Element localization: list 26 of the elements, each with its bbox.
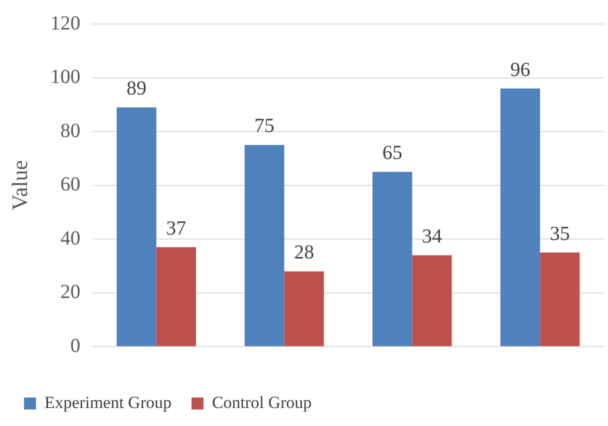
data-label: 65: [382, 142, 402, 164]
y-tick-label: 100: [50, 66, 80, 88]
data-label: 37: [166, 217, 186, 240]
y-tick-label: 80: [60, 120, 80, 142]
data-label: 96: [510, 58, 530, 81]
data-label: 75: [254, 115, 274, 138]
legend-label: Control Group: [212, 392, 312, 412]
data-label: 34: [422, 225, 442, 248]
legend-label: Experiment Group: [44, 392, 172, 412]
bar: [244, 144, 284, 346]
data-label: 35: [550, 222, 570, 245]
bar: [116, 107, 156, 346]
y-tick-label: 40: [60, 227, 80, 250]
y-tick-label: 120: [50, 12, 80, 34]
y-tick-label: 20: [60, 281, 80, 304]
y-tick-label: 0: [70, 334, 80, 357]
data-label: 89: [126, 78, 147, 100]
bar: [156, 247, 196, 346]
bar: [412, 255, 452, 346]
bar: [540, 252, 580, 346]
bar: [284, 271, 324, 346]
y-tick-label: 60: [60, 174, 80, 196]
data-label: 28: [294, 242, 314, 264]
bar: [372, 172, 412, 346]
y-axis-title: Value: [6, 160, 32, 210]
bar: [500, 88, 540, 346]
